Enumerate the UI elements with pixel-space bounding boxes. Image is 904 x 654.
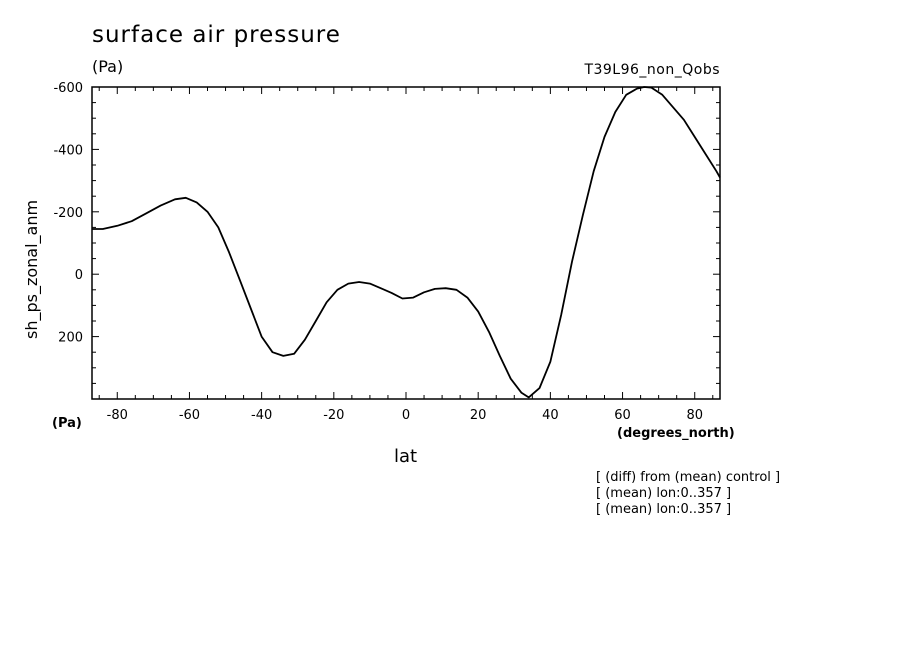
y-tick-label: 200 [58, 331, 83, 346]
chart-title-unit: (Pa) [92, 57, 124, 76]
y-tick-label: 0 [75, 268, 83, 283]
x-tick-label: -20 [323, 408, 344, 423]
y-axis-unit: (Pa) [52, 416, 82, 431]
plot-frame [91, 86, 721, 400]
x-tick-label: 80 [686, 408, 703, 423]
x-tick-label: 40 [542, 408, 559, 423]
run-label: T39L96_non_Qobs [584, 62, 720, 78]
x-axis-label: lat [394, 446, 418, 467]
y-tick-label: -200 [53, 206, 83, 221]
x-tick-label: 0 [402, 408, 410, 423]
x-tick-label: -40 [251, 408, 272, 423]
x-tick-label: 20 [470, 408, 487, 423]
y-tick-label: -600 [53, 81, 83, 96]
annotation-note: [ (diff) from (mean) control ] [596, 470, 781, 485]
annotation-note: [ (mean) lon:0..357 ] [596, 502, 732, 517]
x-axis-unit: (degrees_north) [617, 426, 735, 441]
x-tick-label: -60 [179, 408, 200, 423]
annotation-note: [ (mean) lon:0..357 ] [596, 486, 732, 501]
x-tick-label: 60 [614, 408, 631, 423]
series-line [92, 86, 721, 399]
y-tick-label: -400 [53, 143, 83, 158]
x-tick-label: -80 [107, 408, 128, 423]
chart-title: surface air pressure [92, 22, 341, 48]
